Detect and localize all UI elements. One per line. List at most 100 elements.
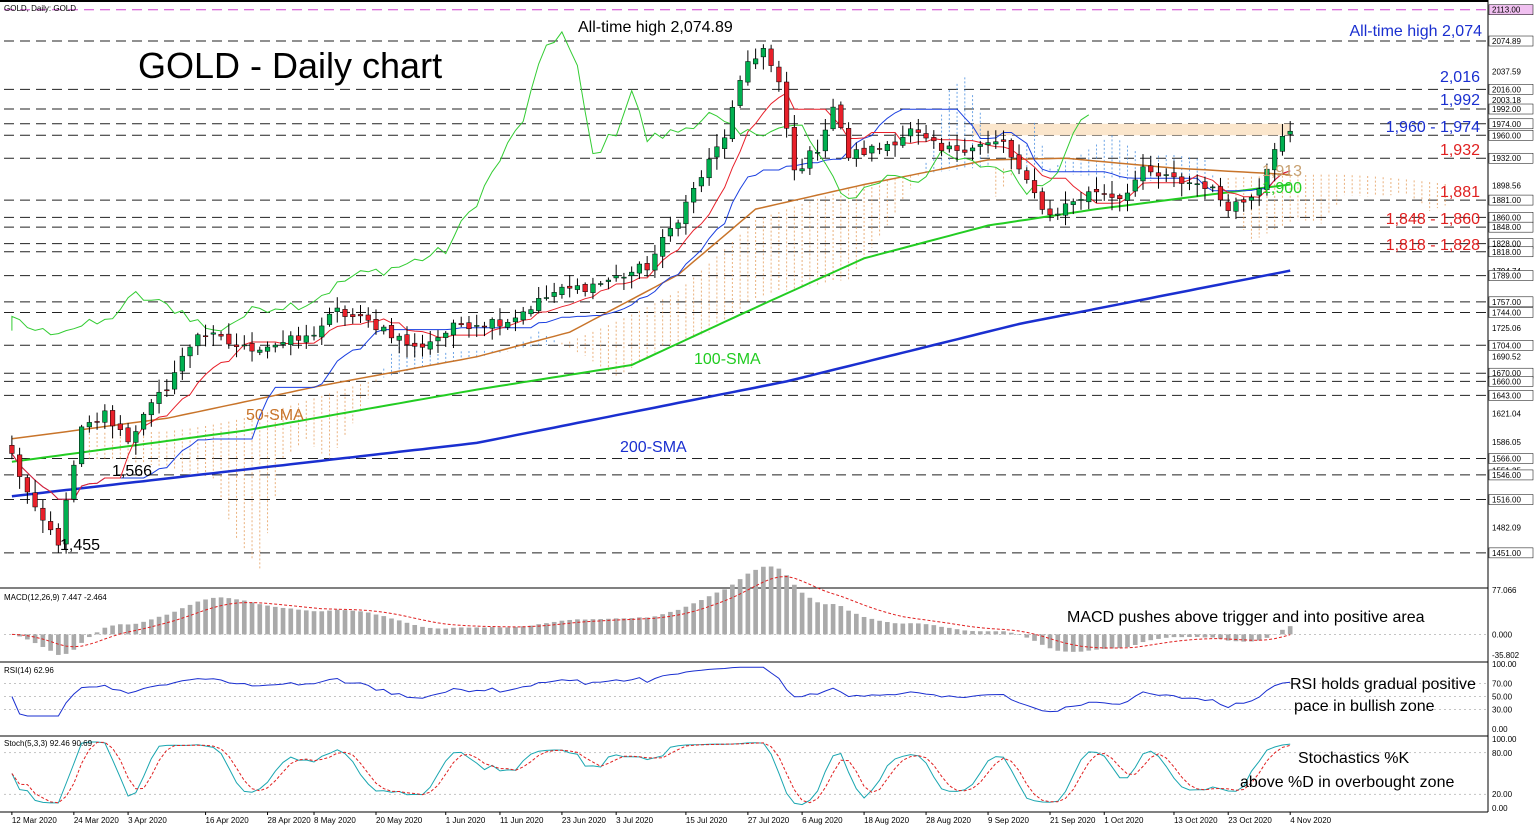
- candle-body: [156, 391, 162, 404]
- candle-body: [1186, 182, 1193, 184]
- sma100-line: [11, 183, 1291, 463]
- candle-body: [202, 335, 209, 338]
- x-tick-label: 28 Aug 2020: [926, 816, 971, 825]
- price-tick-box: [1488, 494, 1534, 505]
- candle-body: [1055, 213, 1061, 216]
- candle-body: [233, 344, 240, 347]
- price-tick-label: 2037.59: [1492, 68, 1521, 77]
- candle-body: [443, 332, 449, 338]
- candle-body: [1225, 201, 1231, 211]
- level-1566-label: 1,566: [112, 463, 152, 480]
- level-1913-label: 1,913: [1262, 163, 1302, 180]
- candle-body: [745, 61, 751, 83]
- candle-body: [1140, 166, 1146, 182]
- candle-body: [381, 326, 387, 332]
- candle-body: [210, 332, 216, 335]
- price-tick-label: 2016.00: [1492, 85, 1521, 94]
- macd-annotation: MACD pushes above trigger and into posit…: [1067, 609, 1425, 626]
- candle-body: [946, 145, 952, 150]
- candle-body: [24, 477, 30, 493]
- candle-body: [691, 188, 697, 203]
- stoch-d-line: [11, 741, 1291, 804]
- candle-body: [1287, 130, 1293, 135]
- sub-tick-label: 0.000: [1492, 630, 1513, 639]
- candle-body: [350, 314, 356, 317]
- candle-body: [164, 389, 170, 392]
- price-tick-box: [1488, 547, 1534, 559]
- candle-body: [938, 142, 945, 151]
- price-tick-box: [1488, 246, 1534, 258]
- candle-body: [714, 146, 720, 158]
- sub-tick-label: 100.00: [1492, 660, 1517, 669]
- candle-body: [264, 346, 271, 352]
- candle-body: [218, 334, 224, 337]
- candle-body: [94, 421, 100, 423]
- candle-body: [1256, 188, 1262, 196]
- price-tick-box: [1488, 4, 1534, 15]
- x-tick-label: 9 Sep 2020: [988, 816, 1029, 825]
- x-tick-label: 23 Oct 2020: [1228, 816, 1272, 825]
- x-tick-label: 23 Jun 2020: [562, 816, 607, 825]
- x-tick-label: 21 Sep 2020: [1050, 816, 1096, 825]
- x-tick-label: 4 Nov 2020: [1290, 816, 1331, 825]
- sma50-line: [11, 157, 1291, 440]
- candle-body: [722, 137, 728, 149]
- candle-body: [458, 323, 464, 326]
- candle-body: [590, 283, 596, 293]
- candle-body: [179, 355, 185, 372]
- candle-body: [969, 147, 976, 152]
- price-tick-label: 1621.04: [1492, 409, 1521, 418]
- candle-body: [288, 335, 294, 345]
- level-1932-label: 1,932: [1440, 142, 1480, 159]
- candle-body: [404, 334, 410, 345]
- candle-body: [1093, 189, 1100, 193]
- candle-body: [551, 292, 557, 297]
- candle-body: [807, 150, 813, 169]
- candle-body: [613, 275, 619, 279]
- price-tick-label: 1974.00: [1492, 120, 1521, 129]
- candle-body: [543, 297, 550, 299]
- candle-body: [621, 276, 627, 279]
- candle-body: [1148, 165, 1154, 173]
- sub-tick-label: 30.00: [1492, 706, 1513, 715]
- price-tick-label: 1482.09: [1492, 523, 1521, 532]
- x-tick-label: 1 Jun 2020: [446, 816, 486, 825]
- candle-body: [1210, 186, 1216, 189]
- sma200-line: [11, 269, 1291, 498]
- price-tick-label: 1566.00: [1492, 455, 1521, 464]
- macd-label: MACD(12,26,9) 7.447 -2.464: [4, 593, 107, 602]
- candle-body: [567, 285, 573, 289]
- sma100-label: 100-SMA: [694, 351, 761, 368]
- price-tick-label: 2003.18: [1492, 96, 1521, 105]
- price-tick-box: [1488, 296, 1534, 308]
- price-tick-label: 1725.06: [1492, 324, 1521, 333]
- x-tick-label: 12 Mar 2020: [12, 816, 57, 825]
- candle-body: [760, 48, 766, 58]
- candle-body: [419, 343, 426, 348]
- candle-body: [598, 283, 604, 285]
- price-tick-label: 1451.00: [1492, 549, 1521, 558]
- candle-body: [559, 286, 565, 296]
- candle-body: [1086, 191, 1092, 203]
- price-tick-label: 1690.52: [1492, 352, 1521, 361]
- price-tick-box: [1488, 453, 1534, 464]
- x-tick-label: 6 Aug 2020: [802, 816, 843, 825]
- candle-body: [907, 128, 914, 137]
- candle-body: [706, 158, 712, 179]
- candle-body: [1062, 203, 1069, 216]
- candle-body: [1163, 174, 1169, 176]
- price-tick-box: [1488, 340, 1534, 351]
- candle-body: [148, 402, 154, 416]
- price-tick-label: 1546.00: [1492, 471, 1521, 480]
- candle-body: [1039, 191, 1045, 210]
- x-tick-label: 11 Jun 2020: [500, 816, 544, 825]
- candle-body: [357, 314, 364, 317]
- candle-body: [993, 141, 999, 145]
- candle-body: [846, 128, 852, 159]
- rsi-label: RSI(14) 62.96: [4, 666, 54, 675]
- candle-body: [110, 410, 116, 427]
- x-tick-label: 13 Oct 2020: [1174, 816, 1218, 825]
- candle-body: [985, 142, 991, 146]
- price-tick-box: [1488, 221, 1534, 233]
